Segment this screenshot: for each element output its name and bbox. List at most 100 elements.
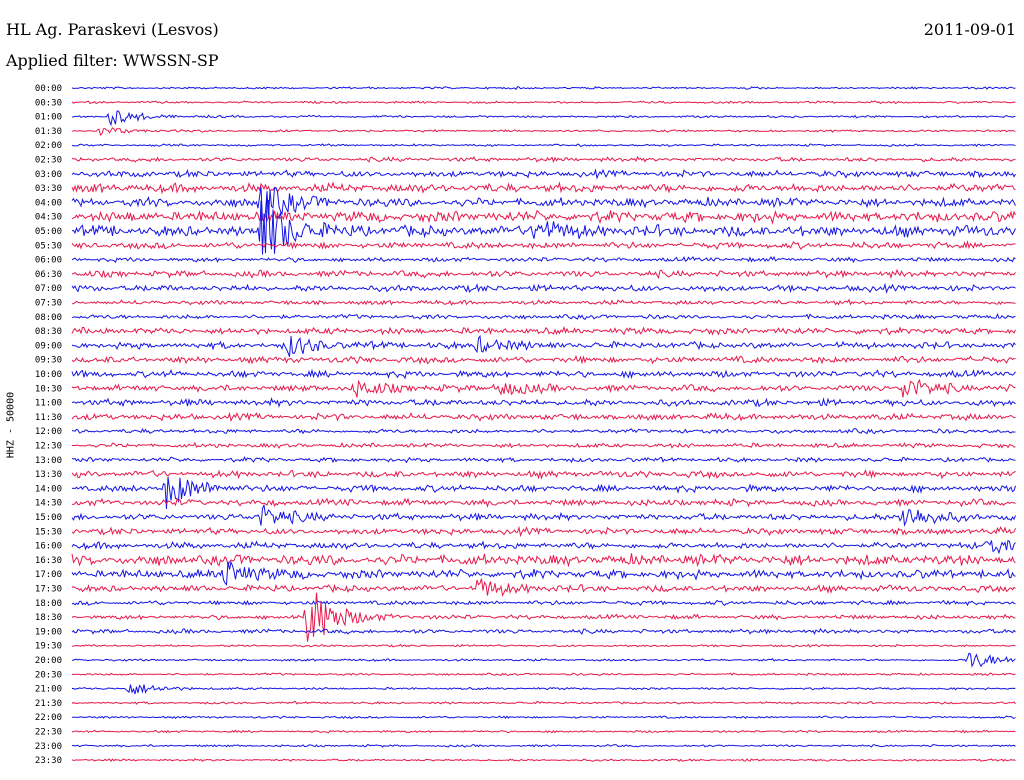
trace-line (71, 701, 1016, 705)
trace-line (71, 469, 1016, 480)
time-label: 01:30 (35, 127, 62, 137)
time-label: 02:30 (35, 156, 62, 166)
trace-line (71, 168, 1016, 180)
time-label: 08:00 (35, 313, 62, 323)
time-label: 05:00 (35, 227, 62, 237)
trace-line (71, 553, 1016, 568)
time-label: 15:30 (35, 527, 62, 537)
trace-line (71, 627, 1016, 636)
trace-line (71, 560, 1016, 586)
time-label: 13:00 (35, 456, 62, 466)
trace-line (71, 578, 1016, 597)
time-label: 14:30 (35, 499, 62, 509)
time-label: 15:00 (35, 513, 62, 523)
time-label-group: 00:00 00:30 01:00 01:30 02:00 02:30 03:00 03:30… (35, 84, 62, 766)
time-label: 20:00 (35, 656, 62, 666)
trace-line (71, 282, 1016, 294)
trace-line (71, 744, 1016, 748)
time-label: 04:30 (35, 213, 62, 223)
time-label: 03:30 (35, 184, 62, 194)
time-label: 11:00 (35, 399, 62, 409)
trace-line (71, 181, 1016, 195)
time-label: 17:30 (35, 585, 62, 595)
trace-line (71, 592, 1016, 642)
trace-line (71, 325, 1016, 336)
time-label: 00:30 (35, 98, 62, 108)
time-label: 12:00 (35, 427, 62, 437)
time-label: 13:30 (35, 470, 62, 480)
trace-line (71, 397, 1016, 408)
time-label: 05:30 (35, 241, 62, 251)
trace-line (71, 143, 1016, 148)
trace-line (72, 715, 1016, 720)
station-title: HL Ag. Paraskevi (Lesvos) (6, 20, 219, 39)
trace-line (72, 652, 1016, 668)
trace-line (71, 643, 1016, 648)
trace-line (71, 100, 1016, 105)
trace-line (71, 268, 1016, 280)
time-label: 09:30 (35, 356, 62, 366)
trace-line (71, 256, 1016, 264)
trace-line (71, 368, 1016, 380)
trace-line (71, 758, 1016, 763)
trace-line (71, 209, 1016, 225)
trace-line (71, 729, 1016, 734)
trace-line (71, 127, 1016, 136)
time-label: 19:30 (35, 642, 62, 652)
time-label: 10:30 (35, 384, 62, 394)
trace-line (71, 539, 1016, 555)
trace-line (71, 497, 1016, 508)
time-label: 07:00 (35, 284, 62, 294)
time-label: 07:30 (35, 299, 62, 309)
trace-line (71, 503, 1016, 527)
time-label: 11:30 (35, 413, 62, 423)
trace-line (71, 355, 1016, 365)
time-label: 06:30 (35, 270, 62, 280)
time-label: 19:00 (35, 627, 62, 637)
filter-label: Applied filter: WWSSN-SP (6, 51, 219, 70)
time-label: 21:30 (35, 699, 62, 709)
trace-line (71, 684, 1016, 695)
time-label: 16:00 (35, 542, 62, 552)
trace-line (71, 378, 1016, 398)
trace-line (71, 298, 1016, 306)
trace-line (71, 441, 1016, 449)
date-label: 2011-09-01 (923, 20, 1016, 39)
trace-line (71, 476, 1016, 510)
trace-line (71, 455, 1016, 464)
time-label: 18:00 (35, 599, 62, 609)
time-label: 09:00 (35, 341, 62, 351)
trace-line (71, 199, 1016, 255)
time-label: 23:30 (35, 756, 62, 766)
time-label: 22:00 (35, 713, 62, 723)
trace-line (71, 599, 1016, 607)
time-label: 10:00 (35, 370, 62, 380)
trace-line (71, 334, 1016, 357)
time-label: 03:00 (35, 170, 62, 180)
time-label: 22:30 (35, 728, 62, 738)
trace-line (71, 525, 1016, 538)
time-label: 17:00 (35, 570, 62, 580)
time-label: 12:30 (35, 442, 62, 452)
time-label: 04:00 (35, 198, 62, 208)
trace-line (71, 156, 1016, 164)
trace-line (71, 312, 1016, 320)
time-label: 14:00 (35, 484, 62, 494)
time-label: 02:00 (35, 141, 62, 151)
time-label: 21:00 (35, 685, 62, 695)
time-label: 08:30 (35, 327, 62, 337)
trace-line (71, 85, 1016, 91)
trace-line (71, 411, 1016, 423)
trace-group (71, 85, 1016, 763)
time-label: 18:30 (35, 613, 62, 623)
time-label: 16:30 (35, 556, 62, 566)
time-label: 01:00 (35, 113, 62, 123)
time-label: 06:00 (35, 256, 62, 266)
trace-line (71, 186, 1016, 222)
trace-line (71, 672, 1016, 677)
trace-line (71, 427, 1016, 435)
trace-line (71, 240, 1016, 250)
time-label: 20:30 (35, 670, 62, 680)
time-label: 23:00 (35, 742, 62, 752)
trace-line (71, 110, 1016, 127)
